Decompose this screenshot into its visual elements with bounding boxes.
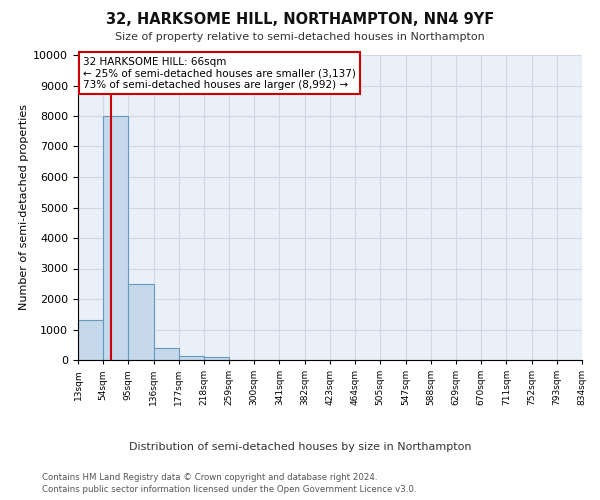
Bar	[103, 116, 128, 360]
Text: Contains public sector information licensed under the Open Government Licence v3: Contains public sector information licen…	[42, 485, 416, 494]
Bar	[154, 348, 179, 360]
Text: Distribution of semi-detached houses by size in Northampton: Distribution of semi-detached houses by …	[129, 442, 471, 452]
Bar	[179, 356, 204, 360]
Text: Contains HM Land Registry data © Crown copyright and database right 2024.: Contains HM Land Registry data © Crown c…	[42, 472, 377, 482]
Text: Size of property relative to semi-detached houses in Northampton: Size of property relative to semi-detach…	[115, 32, 485, 42]
Y-axis label: Number of semi-detached properties: Number of semi-detached properties	[19, 104, 29, 310]
Text: 32 HARKSOME HILL: 66sqm
← 25% of semi-detached houses are smaller (3,137)
73% of: 32 HARKSOME HILL: 66sqm ← 25% of semi-de…	[83, 56, 356, 90]
Bar	[204, 357, 229, 360]
Text: 32, HARKSOME HILL, NORTHAMPTON, NN4 9YF: 32, HARKSOME HILL, NORTHAMPTON, NN4 9YF	[106, 12, 494, 28]
Bar	[78, 320, 103, 360]
Bar	[128, 284, 154, 360]
